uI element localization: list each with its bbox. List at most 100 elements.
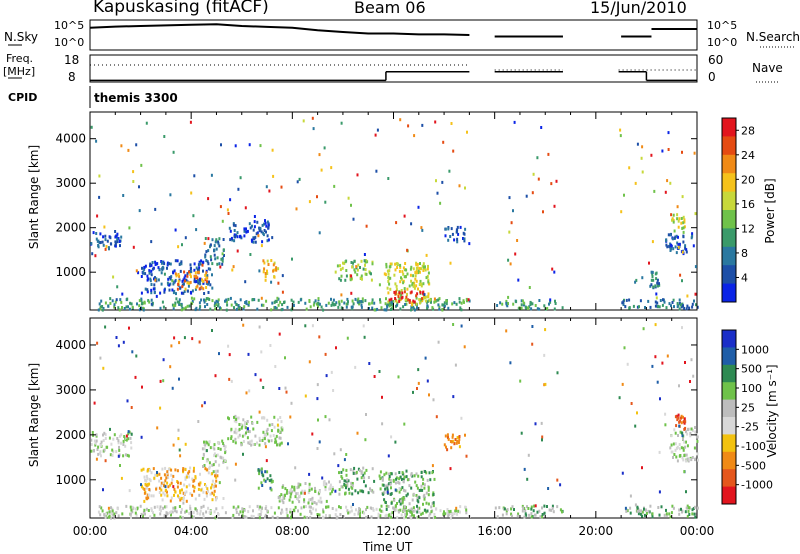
heatmap-cell [145, 121, 148, 125]
heatmap-cell [247, 429, 250, 433]
heatmap-cell [256, 220, 259, 224]
heatmap-cell [351, 265, 354, 269]
heatmap-cell [676, 241, 679, 245]
heatmap-cell [460, 416, 463, 420]
heatmap-cell [163, 290, 166, 294]
heatmap-cell [314, 490, 317, 493]
heatmap-cell [352, 503, 354, 506]
heatmap-cell [129, 301, 132, 305]
heatmap-cell [250, 514, 253, 518]
heatmap-cell [172, 282, 175, 286]
heatmap-cell [278, 495, 281, 499]
heatmap-cell [152, 467, 155, 471]
heatmap-cell [685, 453, 688, 457]
heatmap-cell [215, 472, 217, 476]
heatmap-cell [650, 153, 653, 157]
heatmap-cell [413, 474, 416, 478]
heatmap-cell [216, 300, 219, 304]
heatmap-cell [251, 224, 253, 228]
heatmap-cell [182, 496, 185, 500]
heatmap-cell [215, 479, 218, 483]
heatmap-cell [286, 489, 289, 492]
colorbar-tick-label: 500 [741, 363, 762, 376]
heatmap-cell [325, 499, 328, 503]
heatmap-cell [531, 342, 534, 346]
heatmap-cell [335, 346, 337, 350]
heatmap-cell [396, 266, 399, 269]
heatmap-cell [263, 267, 266, 271]
heatmap-cell [188, 511, 191, 515]
heatmap-cell [131, 510, 134, 514]
heatmap-cell [205, 259, 208, 262]
heatmap-cell [202, 260, 205, 264]
heatmap-cell [365, 515, 368, 519]
heatmap-cell [685, 459, 688, 463]
heatmap-cell [238, 433, 241, 437]
heatmap-cell [401, 291, 404, 295]
colorbar-segment [722, 399, 736, 418]
heatmap-cell [426, 295, 429, 299]
heatmap-cell [289, 510, 292, 514]
heatmap-cell [464, 505, 467, 509]
heatmap-cell [494, 506, 497, 510]
heatmap-cell [114, 244, 117, 248]
heatmap-cell [688, 513, 691, 516]
heatmap-cell [634, 503, 637, 507]
heatmap-cell [691, 305, 694, 309]
x-tick-label: 12:00 [376, 524, 411, 538]
heatmap-cell [264, 470, 267, 474]
heatmap-cell [421, 228, 424, 232]
heatmap-cell [405, 494, 408, 498]
heatmap-cell [221, 219, 224, 223]
heatmap-cell [124, 453, 127, 457]
heatmap-cell [308, 200, 311, 204]
heatmap-cell [419, 262, 421, 265]
heatmap-cell [276, 423, 279, 427]
heatmap-cell [369, 506, 372, 510]
heatmap-cell [363, 480, 365, 484]
heatmap-cell [317, 297, 320, 301]
heatmap-cell [237, 416, 240, 420]
heatmap-cell [271, 148, 274, 152]
heatmap-cell [674, 442, 677, 446]
heatmap-cell [234, 462, 237, 466]
heatmap-cell [120, 476, 123, 480]
heatmap-cell [273, 425, 276, 429]
heatmap-cell [99, 232, 102, 236]
heatmap-cell [281, 303, 284, 307]
heatmap-cell [354, 489, 357, 493]
heatmap-cell [405, 302, 408, 306]
heatmap-cell [423, 486, 426, 490]
heatmap-cell [146, 274, 149, 278]
heatmap-cell [362, 324, 365, 328]
heatmap-cell [150, 298, 153, 302]
heatmap-cell [451, 512, 454, 516]
heatmap-cell [464, 433, 466, 437]
heatmap-cell [403, 498, 406, 501]
heatmap-cell [420, 475, 423, 479]
heatmap-cell [393, 290, 396, 294]
heatmap-cell [665, 512, 668, 516]
heatmap-cell [162, 481, 165, 485]
heatmap-cell [434, 515, 437, 519]
heatmap-cell [177, 273, 180, 277]
heatmap-cell [456, 228, 459, 232]
heatmap-cell [396, 303, 399, 307]
heatmap-cell [684, 445, 687, 449]
heatmap-cell [661, 303, 664, 307]
heatmap-cell [397, 510, 400, 514]
heatmap-cell [432, 307, 435, 311]
heatmap-cell [629, 506, 632, 510]
heatmap-cell [259, 227, 262, 231]
heatmap-cell [97, 452, 100, 456]
colorbar-segment [722, 228, 736, 248]
heatmap-cell [211, 479, 214, 483]
heatmap-cell [233, 419, 236, 423]
heatmap-cell [661, 149, 664, 153]
heatmap-cell [383, 473, 386, 477]
heatmap-cell [400, 487, 403, 491]
heatmap-cell [142, 486, 145, 490]
heatmap-cell [222, 444, 225, 448]
heatmap-cell [192, 214, 195, 218]
